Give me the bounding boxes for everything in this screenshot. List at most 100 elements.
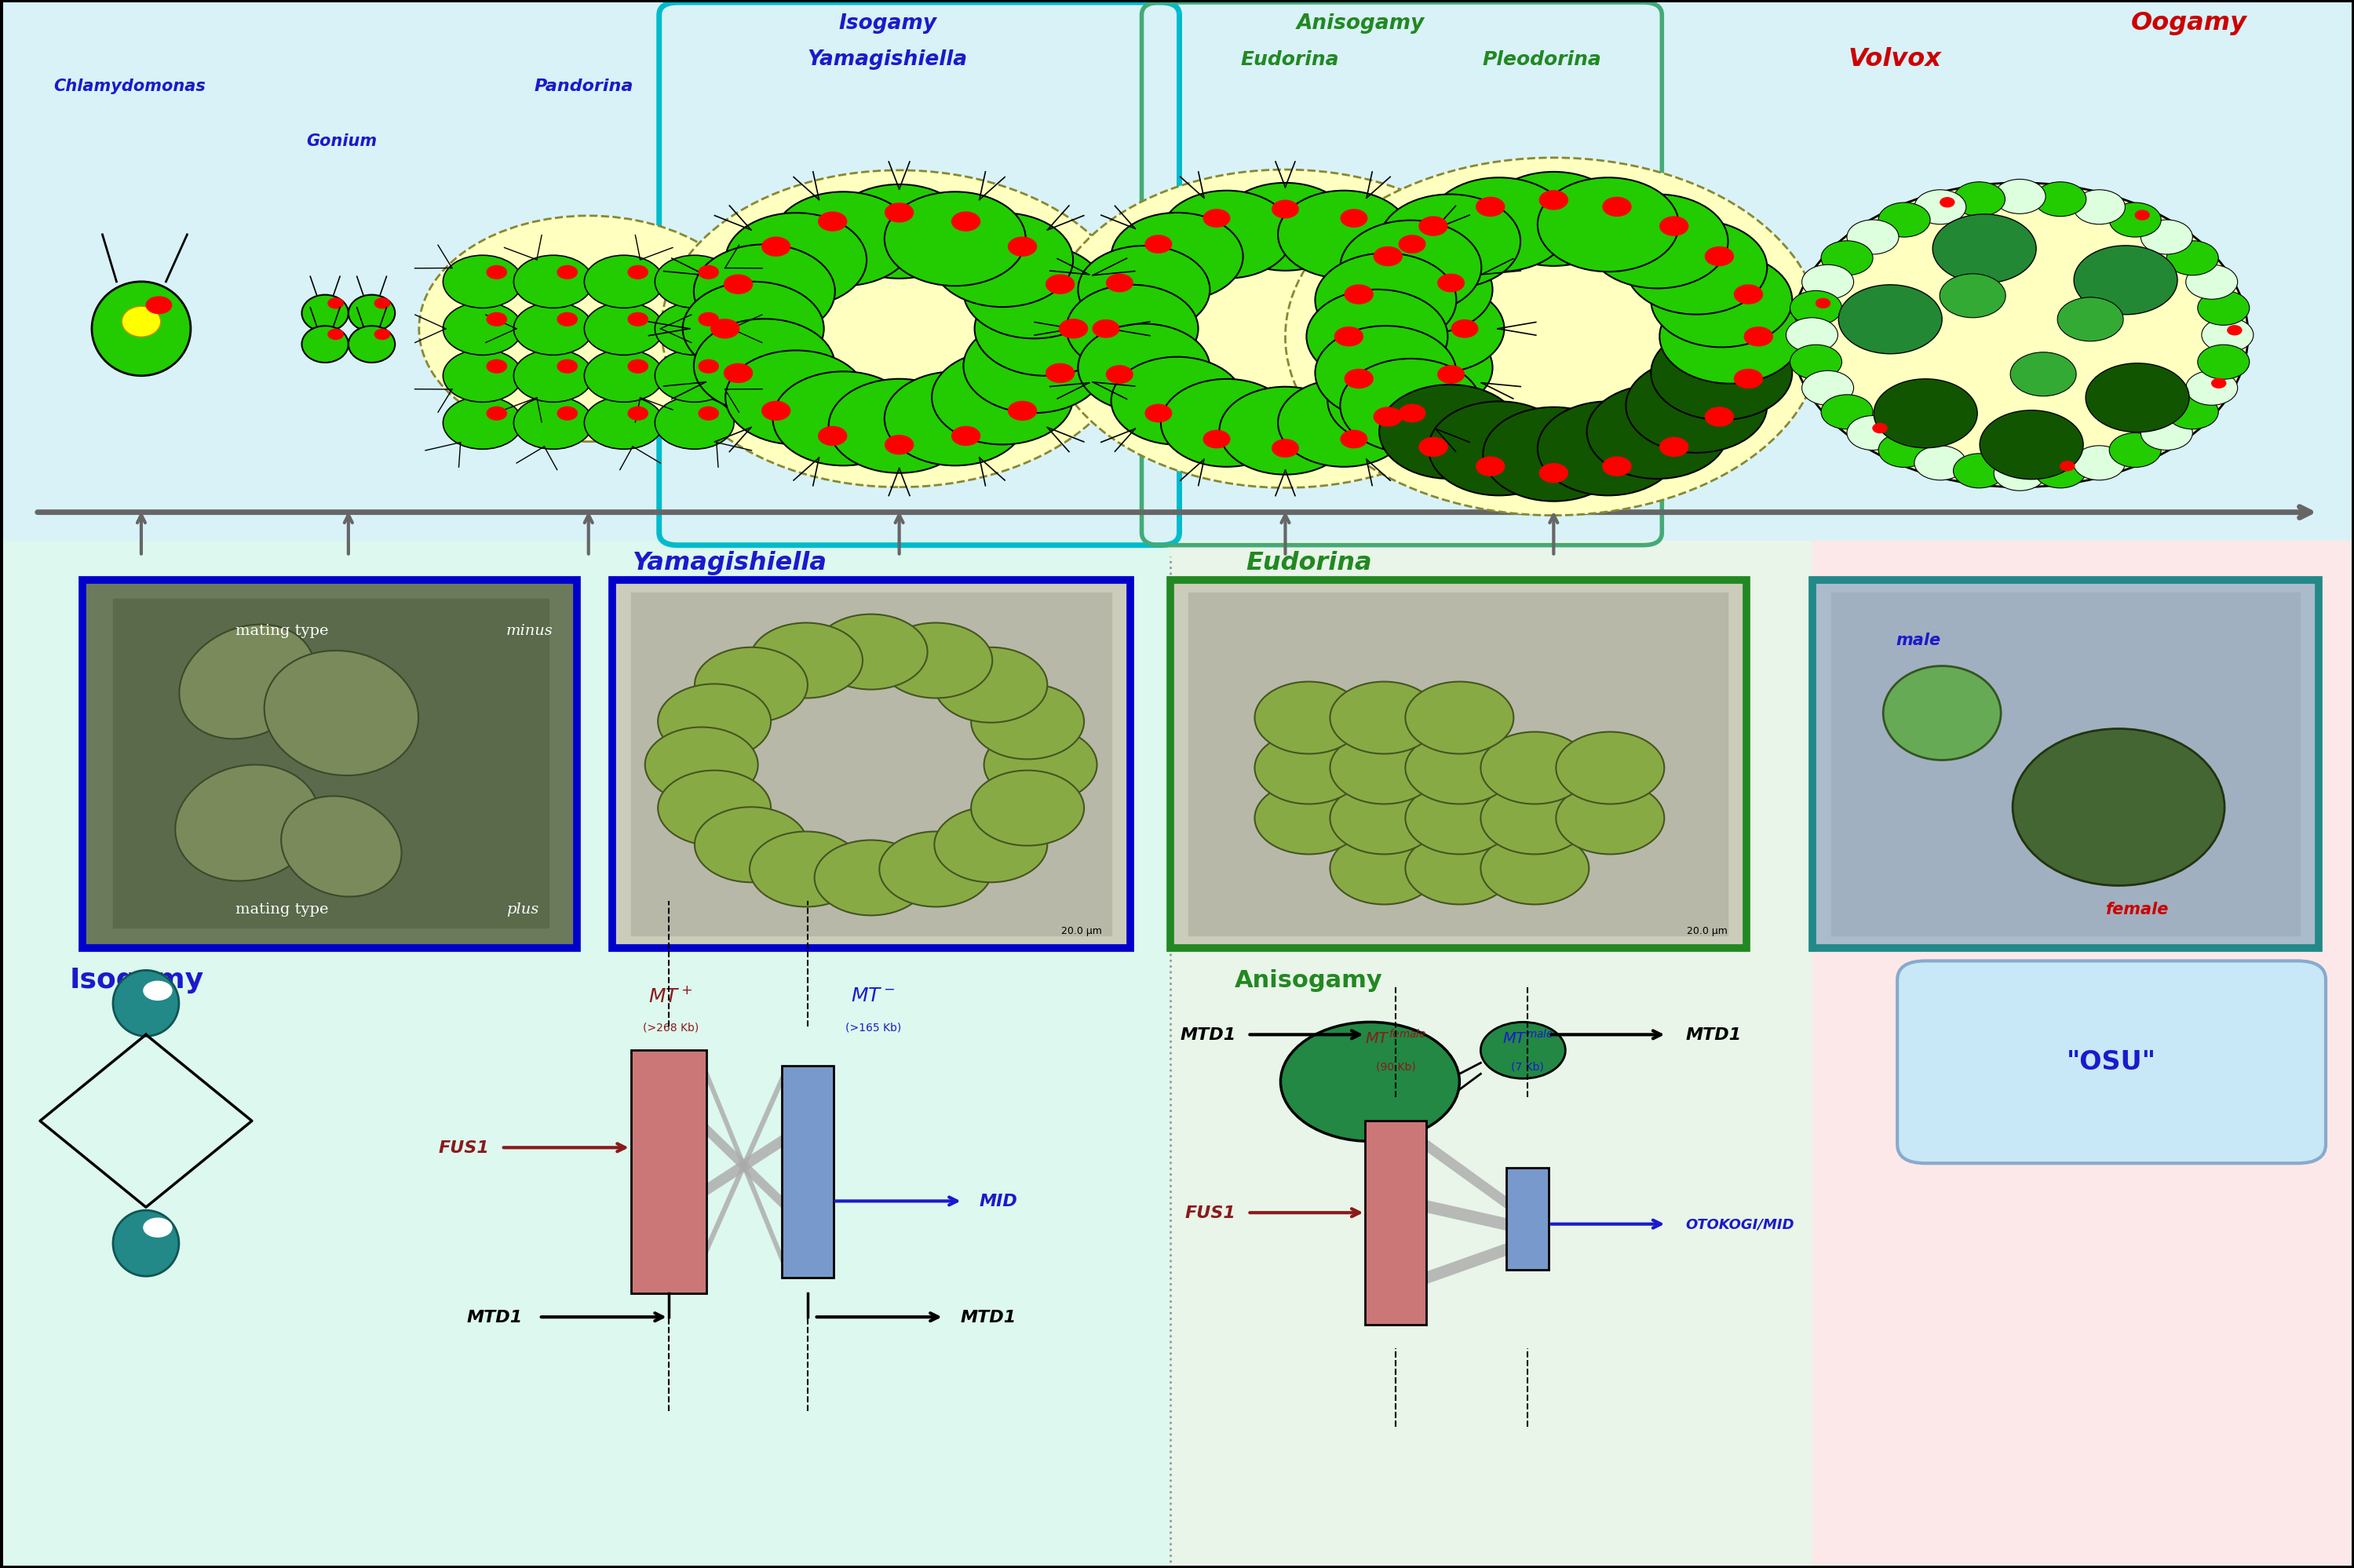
Text: (7 Kb): (7 Kb) bbox=[1511, 1060, 1544, 1073]
Circle shape bbox=[1078, 246, 1210, 334]
Circle shape bbox=[645, 728, 758, 803]
Circle shape bbox=[1603, 198, 1631, 216]
Circle shape bbox=[1704, 248, 1733, 267]
Circle shape bbox=[1419, 218, 1448, 237]
Circle shape bbox=[144, 982, 172, 1000]
FancyBboxPatch shape bbox=[612, 580, 1130, 949]
Circle shape bbox=[1361, 325, 1492, 412]
Text: female: female bbox=[2107, 902, 2168, 917]
Text: OTOKOGI/MID: OTOKOGI/MID bbox=[1685, 1217, 1794, 1231]
Circle shape bbox=[629, 267, 647, 279]
Circle shape bbox=[1660, 437, 1688, 456]
Text: Eudorina: Eudorina bbox=[1245, 550, 1372, 575]
Circle shape bbox=[2201, 318, 2253, 353]
Circle shape bbox=[584, 303, 664, 356]
Circle shape bbox=[327, 329, 344, 340]
Circle shape bbox=[1255, 732, 1363, 804]
Bar bbox=[113, 599, 548, 928]
Circle shape bbox=[629, 314, 647, 326]
Circle shape bbox=[725, 351, 866, 445]
Circle shape bbox=[1342, 210, 1368, 227]
Circle shape bbox=[146, 298, 172, 314]
Text: MTD1: MTD1 bbox=[960, 1309, 1017, 1325]
Text: MTD1: MTD1 bbox=[466, 1309, 523, 1325]
Text: (>268 Kb): (>268 Kb) bbox=[643, 1021, 699, 1033]
Circle shape bbox=[1398, 405, 1424, 422]
Text: "OSU": "OSU" bbox=[2067, 1049, 2156, 1074]
Circle shape bbox=[1476, 198, 1504, 216]
Ellipse shape bbox=[301, 295, 348, 332]
Circle shape bbox=[1878, 433, 1930, 467]
Circle shape bbox=[932, 351, 1073, 445]
Circle shape bbox=[2060, 463, 2074, 472]
Text: Chlamydomonas: Chlamydomonas bbox=[54, 78, 205, 94]
Circle shape bbox=[1278, 379, 1410, 467]
Circle shape bbox=[1330, 782, 1438, 855]
Circle shape bbox=[1111, 213, 1243, 301]
Circle shape bbox=[1801, 265, 1853, 299]
Text: FUS1: FUS1 bbox=[1184, 1204, 1236, 1221]
Circle shape bbox=[443, 303, 523, 356]
Text: Isogamy: Isogamy bbox=[68, 966, 205, 994]
Circle shape bbox=[699, 267, 718, 279]
Circle shape bbox=[1316, 254, 1457, 348]
Circle shape bbox=[1481, 732, 1589, 804]
Circle shape bbox=[654, 303, 734, 356]
Circle shape bbox=[1994, 456, 2046, 491]
Circle shape bbox=[1375, 408, 1403, 426]
Polygon shape bbox=[1427, 1138, 1507, 1209]
Circle shape bbox=[1146, 237, 1172, 254]
Circle shape bbox=[1704, 408, 1733, 426]
Circle shape bbox=[694, 808, 807, 883]
Circle shape bbox=[2109, 433, 2161, 467]
Circle shape bbox=[1361, 246, 1492, 334]
Circle shape bbox=[1822, 395, 1874, 430]
Circle shape bbox=[629, 408, 647, 420]
Circle shape bbox=[1045, 276, 1073, 295]
Circle shape bbox=[963, 320, 1104, 414]
FancyBboxPatch shape bbox=[82, 580, 577, 949]
Circle shape bbox=[1306, 290, 1448, 384]
Circle shape bbox=[932, 213, 1073, 307]
Circle shape bbox=[1587, 386, 1728, 480]
Text: Volvox: Volvox bbox=[1848, 47, 1942, 72]
Bar bbox=[0, 541, 1170, 1568]
Text: mating type: mating type bbox=[235, 622, 334, 638]
Circle shape bbox=[2074, 246, 2177, 315]
Circle shape bbox=[2199, 345, 2250, 379]
Circle shape bbox=[1650, 254, 1791, 348]
Circle shape bbox=[1092, 320, 1118, 339]
Text: MTD1: MTD1 bbox=[1685, 1027, 1742, 1043]
Circle shape bbox=[1429, 401, 1570, 495]
Polygon shape bbox=[1427, 1201, 1507, 1231]
Circle shape bbox=[2057, 298, 2123, 342]
Circle shape bbox=[880, 622, 993, 698]
Circle shape bbox=[1980, 411, 2083, 480]
Circle shape bbox=[699, 361, 718, 373]
Text: MID: MID bbox=[979, 1193, 1017, 1209]
Circle shape bbox=[2034, 455, 2086, 489]
Text: $MT^+$: $MT^+$ bbox=[650, 986, 692, 1005]
Circle shape bbox=[1405, 782, 1514, 855]
Bar bbox=[1189, 593, 1728, 936]
Circle shape bbox=[1342, 431, 1368, 448]
Circle shape bbox=[829, 185, 970, 279]
Circle shape bbox=[975, 282, 1116, 376]
Circle shape bbox=[1537, 179, 1678, 273]
Bar bbox=[631, 593, 1111, 936]
Circle shape bbox=[144, 1218, 172, 1237]
Circle shape bbox=[513, 350, 593, 403]
Circle shape bbox=[1848, 221, 1900, 256]
Text: minus: minus bbox=[506, 622, 553, 638]
Text: Anisogamy: Anisogamy bbox=[1236, 969, 1382, 991]
Circle shape bbox=[1940, 274, 2006, 318]
Circle shape bbox=[2010, 353, 2076, 397]
Ellipse shape bbox=[113, 1210, 179, 1276]
Circle shape bbox=[1008, 401, 1036, 420]
Circle shape bbox=[1328, 358, 1459, 445]
Circle shape bbox=[1078, 325, 1210, 412]
Circle shape bbox=[763, 238, 791, 257]
FancyBboxPatch shape bbox=[1897, 961, 2326, 1163]
Circle shape bbox=[513, 256, 593, 309]
Circle shape bbox=[1066, 285, 1198, 373]
